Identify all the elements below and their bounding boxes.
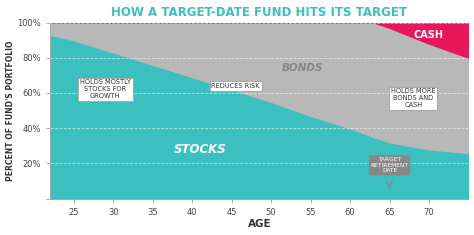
Title: HOW A TARGET-DATE FUND HITS ITS TARGET: HOW A TARGET-DATE FUND HITS ITS TARGET [111, 6, 407, 19]
Text: STOCKS: STOCKS [173, 143, 227, 156]
Y-axis label: PERCENT OF FUND'S PORTFOLIO: PERCENT OF FUND'S PORTFOLIO [6, 40, 15, 181]
Text: BONDS: BONDS [282, 63, 323, 73]
Text: CASH: CASH [414, 30, 444, 40]
Text: HOLDS MOSTLY
STOCKS FOR
GROWTH: HOLDS MOSTLY STOCKS FOR GROWTH [80, 79, 131, 99]
Text: REDUCES RISK: REDUCES RISK [211, 83, 260, 89]
Text: TARGET
RETIREMENT
DATE: TARGET RETIREMENT DATE [371, 157, 409, 173]
Text: HOLDS MORE
BONDS AND
CASH: HOLDS MORE BONDS AND CASH [391, 88, 436, 108]
X-axis label: AGE: AGE [247, 219, 271, 229]
